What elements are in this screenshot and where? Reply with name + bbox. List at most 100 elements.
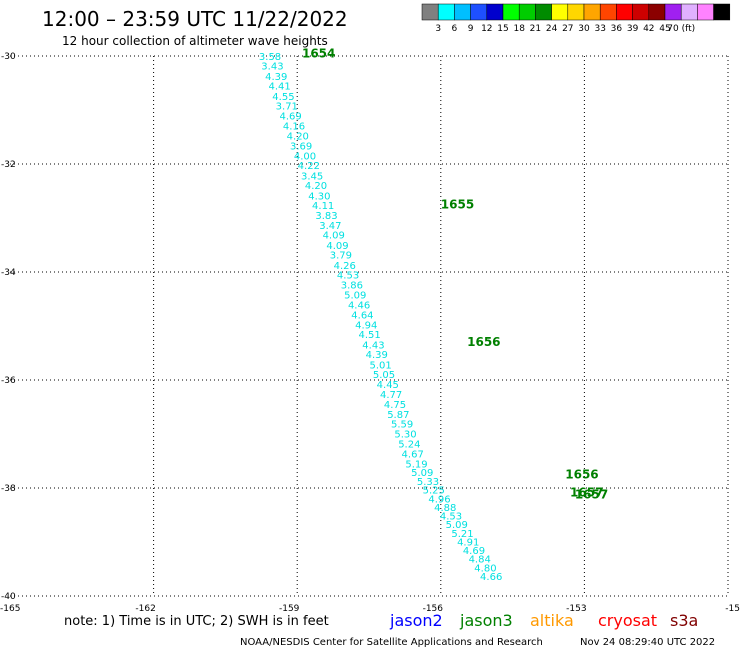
wave-height-value: 4.64 xyxy=(351,311,373,322)
wave-height-value: 4.26 xyxy=(334,261,356,272)
chart-title: 12:00 – 23:59 UTC 11/22/2022 xyxy=(42,7,348,31)
color-swatch xyxy=(713,3,731,21)
wave-height-value: 4.51 xyxy=(358,330,380,341)
x-tick-label: -156 xyxy=(423,604,444,614)
pass-label: 1657 xyxy=(575,487,608,501)
units-note: note: 1) Time is in UTC; 2) SWH is in fe… xyxy=(64,614,329,629)
wave-height-value: 4.43 xyxy=(362,340,384,351)
wave-height-value: 5.01 xyxy=(369,360,391,371)
wave-height-value: 5.24 xyxy=(398,440,420,451)
color-swatch xyxy=(551,3,569,21)
wave-height-value: 4.66 xyxy=(480,572,502,583)
color-swatch xyxy=(518,3,536,21)
wave-height-value: 5.05 xyxy=(373,370,395,381)
wave-height-value: 5.09 xyxy=(411,468,433,479)
color-scale-label: 36 xyxy=(611,24,623,34)
x-tick-label: -153 xyxy=(566,604,586,614)
wave-height-value: 4.88 xyxy=(434,503,456,514)
color-scale-label: 15 xyxy=(497,24,508,34)
color-swatch xyxy=(616,3,633,21)
x-axis-tick-labels: -165 -162 -159 -156 -153 -15 xyxy=(0,604,740,614)
wave-height-value: 4.67 xyxy=(402,449,424,460)
color-swatch xyxy=(664,3,682,21)
color-scale-label: 30 xyxy=(578,24,590,34)
wave-height-value: 4.39 xyxy=(366,350,388,361)
wave-height-value: 4.77 xyxy=(380,390,402,401)
wave-height-value: 5.33 xyxy=(417,477,439,488)
color-scale-label: 9 xyxy=(468,24,474,34)
wave-height-value: 3.47 xyxy=(319,221,341,232)
color-scale-label: 12 xyxy=(481,24,492,34)
x-tick-label: -159 xyxy=(279,604,300,614)
wave-height-value: 3.45 xyxy=(301,171,323,182)
wave-height-value: 4.96 xyxy=(428,494,450,505)
wave-height-value: 4.80 xyxy=(474,563,496,574)
wave-height-value: 4.41 xyxy=(268,82,290,93)
y-tick-label: -32 xyxy=(1,160,16,170)
x-tick-label: -15 xyxy=(725,604,740,614)
credit-timestamp: Nov 24 08:29:40 UTC 2022 xyxy=(580,637,715,648)
wave-height-value: 5.30 xyxy=(394,429,416,440)
y-tick-label: -34 xyxy=(1,268,16,278)
pass-label: 1657 xyxy=(570,485,603,499)
color-scale-label: 42 xyxy=(643,24,654,34)
color-swatch xyxy=(680,3,698,21)
color-swatch xyxy=(486,3,504,21)
wave-height-value: 3.43 xyxy=(261,62,283,73)
color-swatch xyxy=(583,3,601,21)
color-scale-label: 33 xyxy=(594,24,605,34)
wave-height-value: 3.86 xyxy=(341,280,363,291)
color-scale-label: 45 xyxy=(659,24,670,34)
wave-height-value: 3.69 xyxy=(290,142,312,153)
color-scale-label: 24 xyxy=(546,24,558,34)
wave-height-value: 4.39 xyxy=(265,72,287,83)
wave-height-value: 4.09 xyxy=(323,231,345,242)
y-tick-label: -36 xyxy=(1,376,16,386)
wave-height-value: 5.87 xyxy=(387,410,409,421)
color-swatch xyxy=(648,3,666,21)
color-scale-label: 6 xyxy=(452,24,458,34)
y-tick-label: -40 xyxy=(1,592,16,602)
wave-height-value: 3.79 xyxy=(330,251,352,262)
satellite-name: jason3 xyxy=(459,611,513,630)
wave-height-value: 4.75 xyxy=(384,400,406,411)
wave-height-value: 4.94 xyxy=(355,320,377,331)
color-scale-label: 3 xyxy=(435,24,441,34)
wave-height-value: 4.11 xyxy=(312,201,334,212)
y-tick-label: -38 xyxy=(1,484,16,494)
color-scale-label: 21 xyxy=(530,24,541,34)
color-swatch xyxy=(437,3,455,21)
satellite-name: altika xyxy=(530,611,574,630)
color-swatch xyxy=(697,3,714,21)
wave-height-value: 5.59 xyxy=(391,420,413,431)
satellite-name: cryosat xyxy=(598,611,657,630)
x-tick-label: -162 xyxy=(135,604,155,614)
color-swatch xyxy=(632,3,650,21)
wave-height-value: 4.30 xyxy=(308,191,330,202)
color-swatch xyxy=(599,3,617,21)
wave-height-value: 5.09 xyxy=(344,291,366,302)
wave-height-value: 4.53 xyxy=(337,271,359,282)
color-swatch xyxy=(567,3,585,21)
wave-height-value: 5.21 xyxy=(451,529,473,540)
wave-height-value: 4.00 xyxy=(294,151,316,162)
color-scale-label: 18 xyxy=(513,24,525,34)
color-swatch xyxy=(535,3,552,21)
wave-height-value: 4.91 xyxy=(457,537,479,548)
wave-height-value: 3.83 xyxy=(315,211,337,222)
wave-height-values: 3.583.434.394.414.553.714.694.164.203.69… xyxy=(259,52,502,583)
color-swatch xyxy=(421,3,439,21)
satellite-name: jason2 xyxy=(389,611,443,630)
wave-height-value: 4.20 xyxy=(287,131,309,142)
wave-height-value: 4.55 xyxy=(272,92,294,103)
pass-label: 1656 xyxy=(467,335,500,349)
pass-label: 1655 xyxy=(441,198,474,212)
wave-height-value: 4.84 xyxy=(469,555,491,566)
color-scale-label: 70 (ft) xyxy=(667,24,695,34)
color-swatch xyxy=(454,3,471,21)
wave-height-value: 4.53 xyxy=(440,512,462,523)
wave-height-value: 4.69 xyxy=(463,546,485,557)
wave-height-value: 3.58 xyxy=(259,52,281,63)
